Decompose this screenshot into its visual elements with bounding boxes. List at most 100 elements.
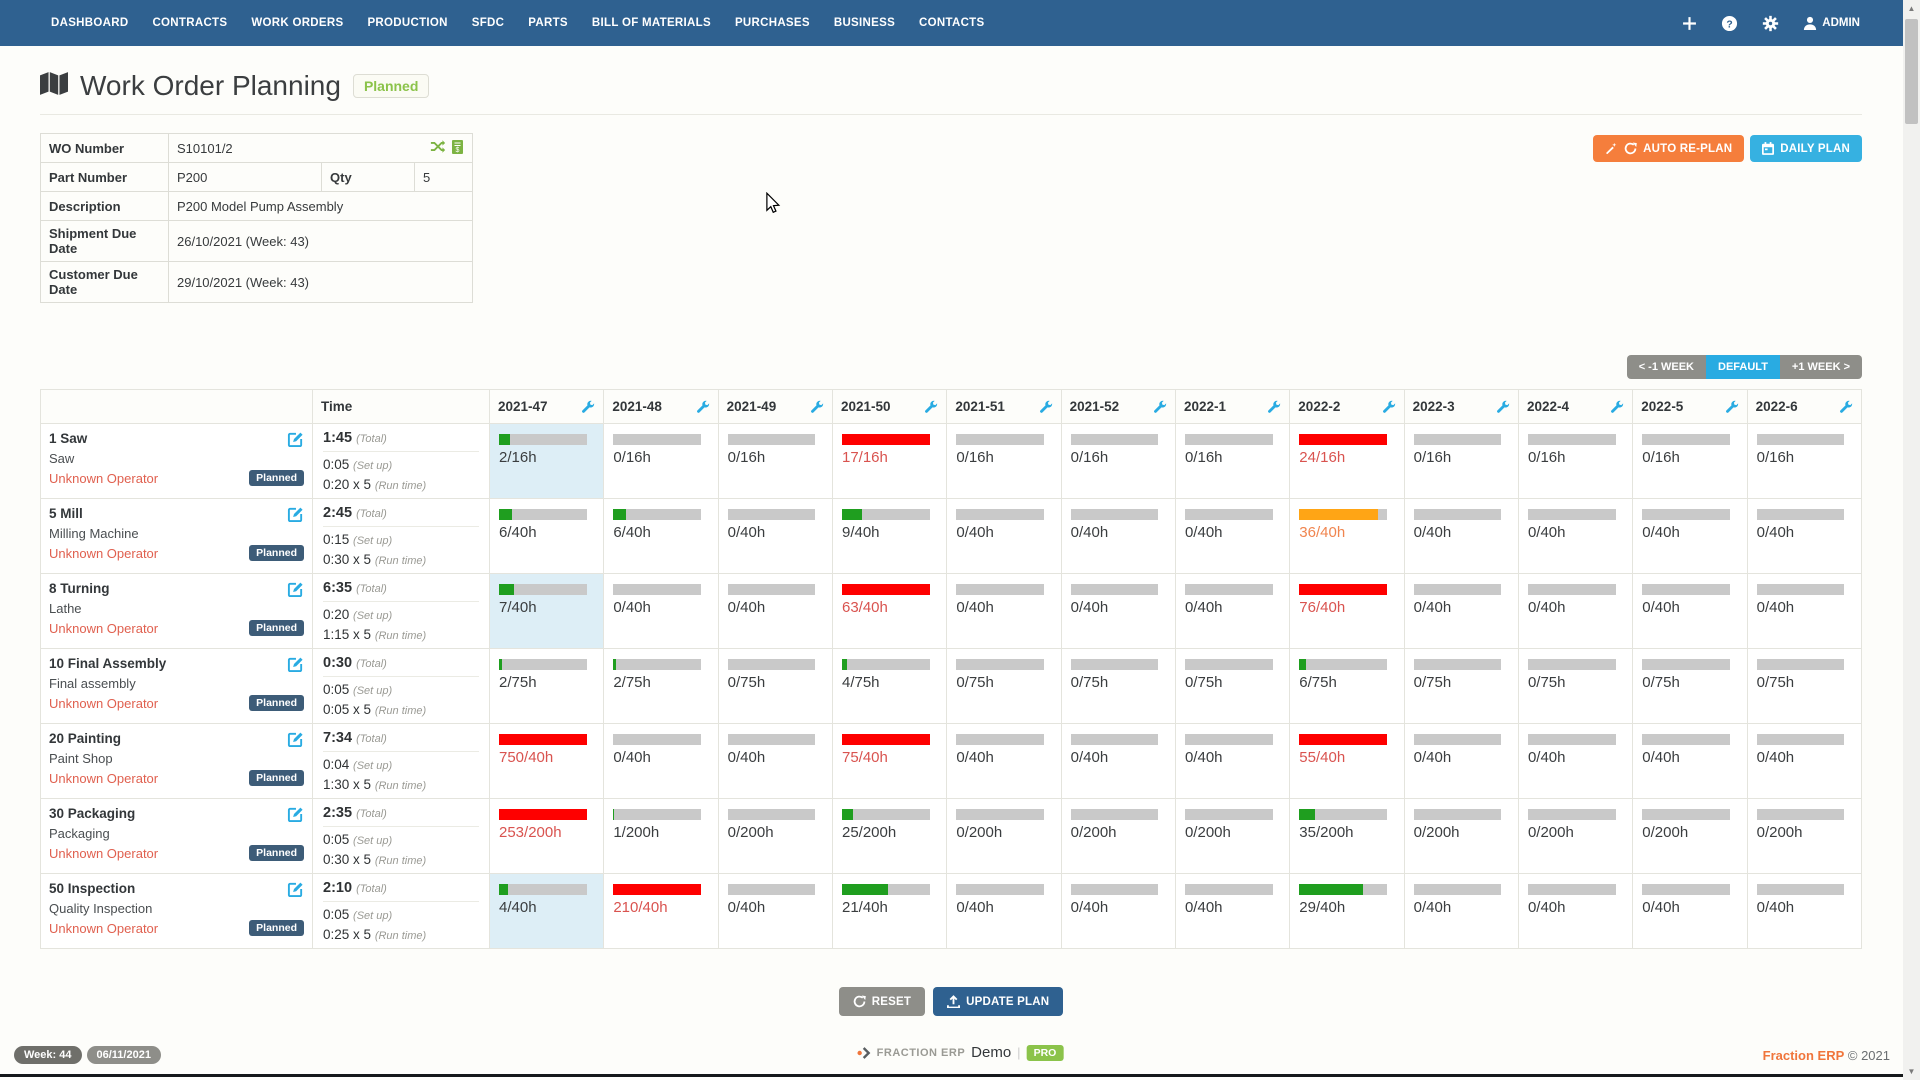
capacity-cell[interactable]: 0/75h — [1403, 648, 1519, 724]
nav-item-parts[interactable]: PARTS — [528, 17, 568, 29]
edit-icon[interactable] — [287, 506, 304, 523]
capacity-cell[interactable]: 0/16h — [1632, 423, 1748, 499]
capacity-cell[interactable]: 0/16h — [1517, 423, 1634, 499]
capacity-cell[interactable]: 0/40h — [1174, 873, 1291, 949]
edit-operation-button[interactable] — [287, 581, 304, 598]
capacity-cell[interactable]: 21/40h — [831, 873, 948, 949]
capacity-cell[interactable]: 0/40h — [717, 723, 833, 799]
reset-button[interactable]: RESET — [838, 987, 926, 1016]
capacity-cell[interactable]: 750/40h — [488, 723, 605, 799]
capacity-cell[interactable]: 0/40h — [1632, 723, 1748, 799]
capacity-cell[interactable]: 0/40h — [1632, 498, 1748, 574]
capacity-cell[interactable]: 0/40h — [1517, 498, 1634, 574]
next-week-button[interactable]: +1 WEEK > — [1779, 355, 1862, 379]
capacity-cell[interactable]: 0/75h — [1174, 648, 1291, 724]
capacity-cell[interactable]: 1/200h — [603, 798, 719, 874]
capacity-cell[interactable]: 24/16h — [1289, 423, 1405, 499]
capacity-cell[interactable]: 2/16h — [488, 423, 605, 499]
admin-user-menu[interactable]: ADMIN — [1803, 16, 1860, 30]
update-plan-button[interactable]: UPDATE PLAN — [933, 987, 1064, 1016]
capacity-cell[interactable]: 0/40h — [946, 498, 1062, 574]
shuffle-icon[interactable] — [430, 140, 446, 156]
wrench-icon[interactable] — [1039, 400, 1053, 414]
capacity-cell[interactable]: 17/16h — [831, 423, 948, 499]
capacity-cell[interactable]: 36/40h — [1289, 498, 1405, 574]
capacity-cell[interactable]: 0/40h — [1174, 573, 1291, 649]
nav-item-contracts[interactable]: CONTRACTS — [152, 17, 228, 29]
capacity-cell[interactable]: 253/200h — [488, 798, 605, 874]
capacity-cell[interactable]: 2/75h — [488, 648, 605, 724]
operator-link[interactable]: Unknown Operator — [49, 545, 159, 561]
scroll-down-icon[interactable]: ▼ — [1907, 1067, 1916, 1076]
capacity-cell[interactable]: 35/200h — [1289, 798, 1405, 874]
wrench-icon[interactable] — [1839, 400, 1853, 414]
capacity-cell[interactable]: 0/40h — [1632, 573, 1748, 649]
nav-item-production[interactable]: PRODUCTION — [367, 17, 448, 29]
gear-icon[interactable] — [1762, 15, 1779, 32]
edit-operation-button[interactable] — [287, 506, 304, 523]
wrench-icon[interactable] — [1725, 400, 1739, 414]
daily-plan-button[interactable]: DAILY PLAN — [1750, 135, 1862, 162]
auto-replan-button[interactable]: AUTO RE-PLAN — [1593, 135, 1745, 162]
capacity-cell[interactable]: 0/200h — [946, 798, 1062, 874]
nav-item-bill-of-materials[interactable]: BILL OF MATERIALS — [591, 17, 711, 29]
invoice-icon[interactable]: $ — [452, 139, 464, 157]
capacity-cell[interactable]: 0/40h — [1403, 498, 1519, 574]
capacity-cell[interactable]: 6/40h — [603, 498, 719, 574]
capacity-cell[interactable]: 0/40h — [717, 873, 833, 949]
wrench-icon[interactable] — [696, 400, 710, 414]
capacity-cell[interactable]: 76/40h — [1289, 573, 1405, 649]
capacity-cell[interactable]: 0/200h — [1632, 798, 1748, 874]
capacity-cell[interactable]: 0/40h — [946, 723, 1062, 799]
capacity-cell[interactable]: 0/75h — [1517, 648, 1634, 724]
capacity-cell[interactable]: 0/75h — [1632, 648, 1748, 724]
capacity-cell[interactable]: 0/16h — [603, 423, 719, 499]
operator-link[interactable]: Unknown Operator — [49, 470, 159, 486]
edit-icon[interactable] — [287, 431, 304, 448]
capacity-cell[interactable]: 0/200h — [1517, 798, 1634, 874]
scroll-up-icon[interactable]: ▲ — [1907, 4, 1916, 13]
capacity-cell[interactable]: 0/200h — [1746, 798, 1863, 874]
capacity-cell[interactable]: 6/40h — [488, 498, 605, 574]
edit-icon[interactable] — [287, 881, 304, 898]
capacity-cell[interactable]: 0/40h — [1632, 873, 1748, 949]
page-scrollbar[interactable]: ▲ ▼ — [1903, 0, 1920, 1080]
capacity-cell[interactable]: 0/200h — [1174, 798, 1291, 874]
edit-icon[interactable] — [287, 656, 304, 673]
operator-link[interactable]: Unknown Operator — [49, 770, 159, 786]
capacity-cell[interactable]: 0/16h — [1746, 423, 1863, 499]
nav-item-dashboard[interactable]: DASHBOARD — [51, 17, 129, 29]
nav-item-work-orders[interactable]: WORK ORDERS — [251, 17, 344, 29]
capacity-cell[interactable]: 0/40h — [1174, 498, 1291, 574]
capacity-cell[interactable]: 0/200h — [717, 798, 833, 874]
capacity-cell[interactable]: 63/40h — [831, 573, 948, 649]
edit-operation-button[interactable] — [287, 731, 304, 748]
capacity-cell[interactable]: 0/40h — [1403, 573, 1519, 649]
capacity-cell[interactable]: 29/40h — [1289, 873, 1405, 949]
capacity-cell[interactable]: 0/40h — [1746, 573, 1863, 649]
operator-link[interactable]: Unknown Operator — [49, 695, 159, 711]
capacity-cell[interactable]: 0/40h — [1403, 873, 1519, 949]
capacity-cell[interactable]: 0/40h — [1403, 723, 1519, 799]
capacity-cell[interactable]: 2/75h — [603, 648, 719, 724]
capacity-cell[interactable]: 0/16h — [1174, 423, 1291, 499]
wrench-icon[interactable] — [810, 400, 824, 414]
prev-week-button[interactable]: < -1 WEEK — [1626, 355, 1707, 379]
help-icon[interactable]: ? — [1721, 15, 1738, 32]
wrench-icon[interactable] — [581, 400, 595, 414]
wrench-icon[interactable] — [1382, 400, 1396, 414]
capacity-cell[interactable]: 210/40h — [603, 873, 719, 949]
capacity-cell[interactable]: 0/40h — [603, 723, 719, 799]
capacity-cell[interactable]: 0/40h — [1060, 573, 1176, 649]
capacity-cell[interactable]: 4/75h — [831, 648, 948, 724]
capacity-cell[interactable]: 0/40h — [1746, 873, 1863, 949]
default-view-button[interactable]: DEFAULT — [1706, 355, 1780, 379]
edit-operation-button[interactable] — [287, 806, 304, 823]
wrench-icon[interactable] — [1610, 400, 1624, 414]
capacity-cell[interactable]: 0/75h — [1746, 648, 1863, 724]
capacity-cell[interactable]: 0/200h — [1403, 798, 1519, 874]
capacity-cell[interactable]: 25/200h — [831, 798, 948, 874]
capacity-cell[interactable]: 0/40h — [1517, 573, 1634, 649]
capacity-cell[interactable]: 0/16h — [1060, 423, 1176, 499]
capacity-cell[interactable]: 0/75h — [946, 648, 1062, 724]
